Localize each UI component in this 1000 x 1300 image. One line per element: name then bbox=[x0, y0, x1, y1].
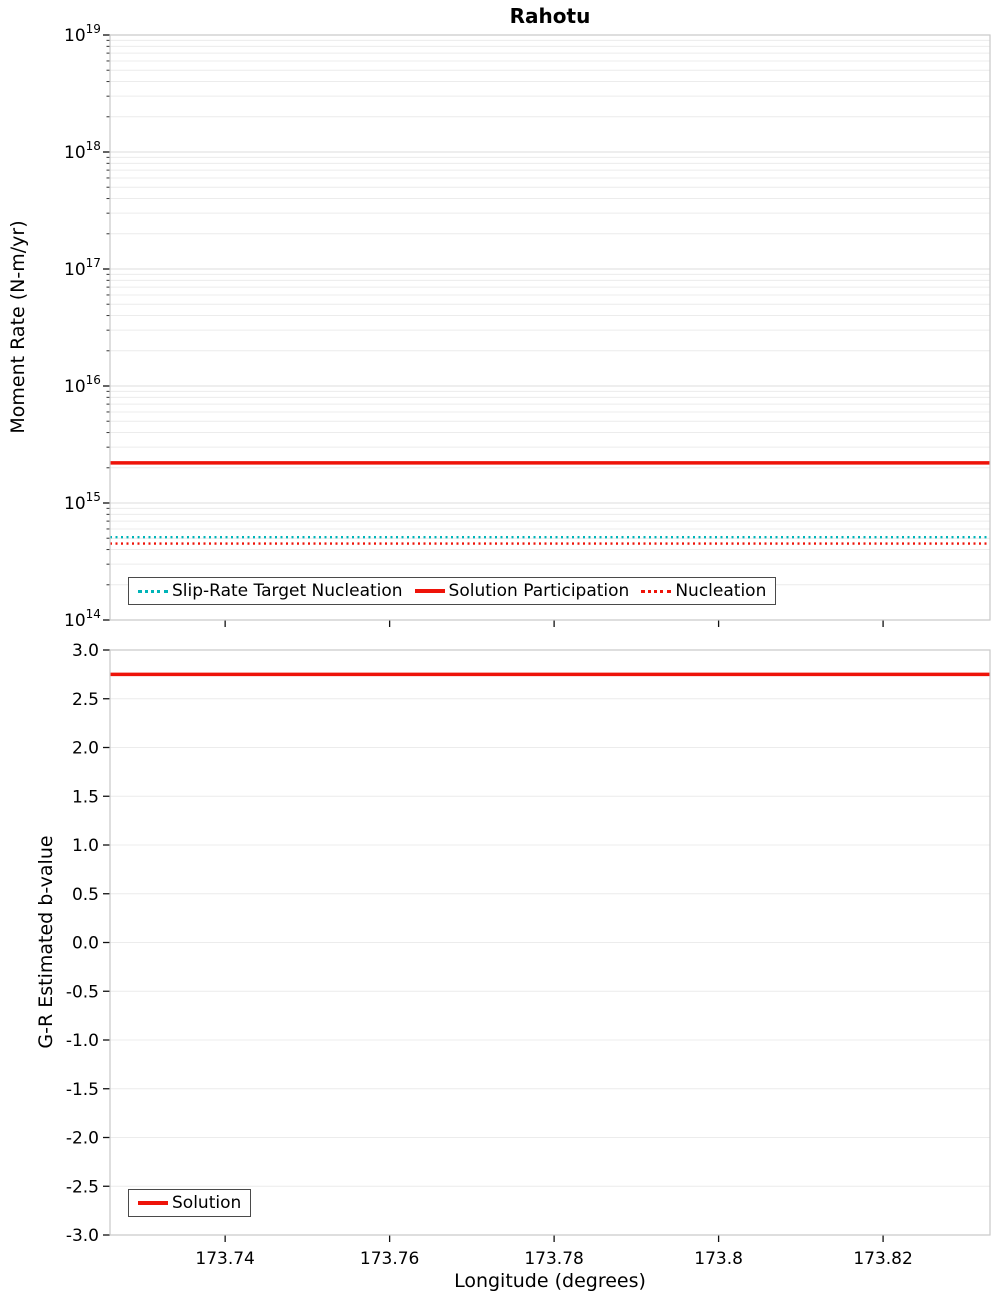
chart-title: Rahotu bbox=[509, 4, 591, 28]
plot-frame bbox=[109, 34, 991, 621]
y-tick-label: 1.5 bbox=[72, 787, 99, 807]
legend-b-value: Solution bbox=[128, 1189, 252, 1217]
x-axis-label-longitude: Longitude (degrees) bbox=[454, 1270, 646, 1292]
x-tick-label: 173.82 bbox=[853, 1249, 912, 1269]
legend-label: Slip-Rate Target Nucleation bbox=[172, 581, 403, 601]
legend-label: Nucleation bbox=[675, 581, 767, 601]
legend-line-sample-solution bbox=[138, 1201, 168, 1205]
x-tick-label: 173.76 bbox=[360, 1249, 419, 1269]
legend-label: Solution Participation bbox=[448, 581, 630, 601]
y-tick-label: -1.5 bbox=[66, 1080, 99, 1100]
y-tick-label: 0.5 bbox=[72, 885, 99, 905]
y-tick-label: 1.0 bbox=[72, 836, 99, 856]
legend-label: Solution bbox=[172, 1193, 242, 1213]
y-tick-label: -3.0 bbox=[66, 1226, 99, 1246]
x-tick-label: 173.74 bbox=[195, 1249, 254, 1269]
x-tick-label: 173.78 bbox=[524, 1249, 583, 1269]
y-tick-label: 1019 bbox=[64, 22, 101, 46]
y-axis-label-moment-rate: Moment Rate (N-m/yr) bbox=[7, 220, 29, 434]
y-tick-label: 2.5 bbox=[72, 690, 99, 710]
y-tick-label: 1017 bbox=[64, 256, 101, 280]
y-axis-label-b-value: G-R Estimated b-value bbox=[35, 835, 57, 1049]
legend-line-sample-nucleation bbox=[641, 589, 672, 593]
y-tick-label: 1018 bbox=[64, 139, 101, 163]
legend-entry: Solution bbox=[138, 1193, 241, 1213]
legend-moment-rate: Slip-Rate Target Nucleation Solution Par… bbox=[128, 577, 777, 605]
x-tick-label: 173.8 bbox=[694, 1249, 743, 1269]
legend-entry: Nucleation bbox=[641, 581, 766, 601]
y-tick-label: 0.0 bbox=[72, 934, 99, 954]
y-tick-label: -2.5 bbox=[66, 1177, 99, 1197]
legend-line-sample-slip-rate-target-nucleation bbox=[138, 589, 168, 593]
legend-line-sample-solution-participation bbox=[414, 589, 445, 593]
y-tick-label: 1015 bbox=[64, 490, 101, 514]
plot-frame bbox=[109, 649, 991, 1236]
y-tick-label: -2.0 bbox=[66, 1129, 99, 1149]
y-tick-label: 3.0 bbox=[72, 641, 99, 661]
legend-entry: Slip-Rate Target Nucleation bbox=[138, 581, 403, 601]
y-tick-label: -1.0 bbox=[66, 1031, 99, 1051]
y-tick-label: -0.5 bbox=[66, 982, 99, 1002]
y-tick-label: 2.0 bbox=[72, 739, 99, 759]
y-tick-label: 1016 bbox=[64, 373, 101, 397]
legend-entry: Solution Participation bbox=[414, 581, 630, 601]
plot-panel-bg bbox=[110, 35, 990, 620]
y-tick-label: 1014 bbox=[64, 607, 101, 631]
